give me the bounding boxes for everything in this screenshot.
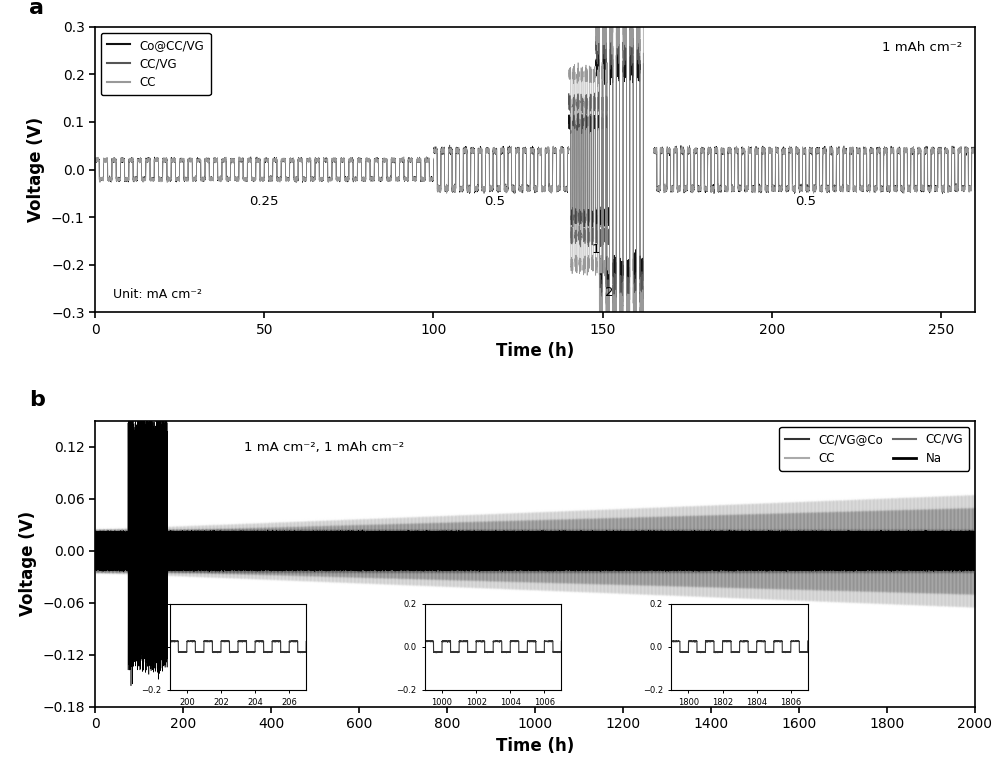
Text: 0.5: 0.5 bbox=[484, 196, 505, 209]
Text: 1: 1 bbox=[592, 243, 600, 256]
X-axis label: Time (h): Time (h) bbox=[496, 342, 574, 361]
Text: Unit: mA cm⁻²: Unit: mA cm⁻² bbox=[113, 288, 202, 301]
Y-axis label: Voltage (V): Voltage (V) bbox=[19, 511, 37, 617]
Text: a: a bbox=[29, 0, 44, 18]
Text: b: b bbox=[29, 390, 45, 410]
X-axis label: Time (h): Time (h) bbox=[496, 736, 574, 755]
Text: 1 mA cm⁻², 1 mAh cm⁻²: 1 mA cm⁻², 1 mAh cm⁻² bbox=[244, 441, 404, 454]
Y-axis label: Voltage (V): Voltage (V) bbox=[27, 117, 45, 222]
Text: 0.25: 0.25 bbox=[249, 196, 279, 209]
Legend: CC/VG@Co, CC, CC/VG, Na: CC/VG@Co, CC, CC/VG, Na bbox=[779, 427, 969, 471]
Text: 2: 2 bbox=[605, 286, 614, 299]
Legend: Co@CC/VG, CC/VG, CC: Co@CC/VG, CC/VG, CC bbox=[101, 33, 211, 96]
Text: 0.5: 0.5 bbox=[795, 196, 816, 209]
Text: 1 mAh cm⁻²: 1 mAh cm⁻² bbox=[882, 41, 962, 54]
